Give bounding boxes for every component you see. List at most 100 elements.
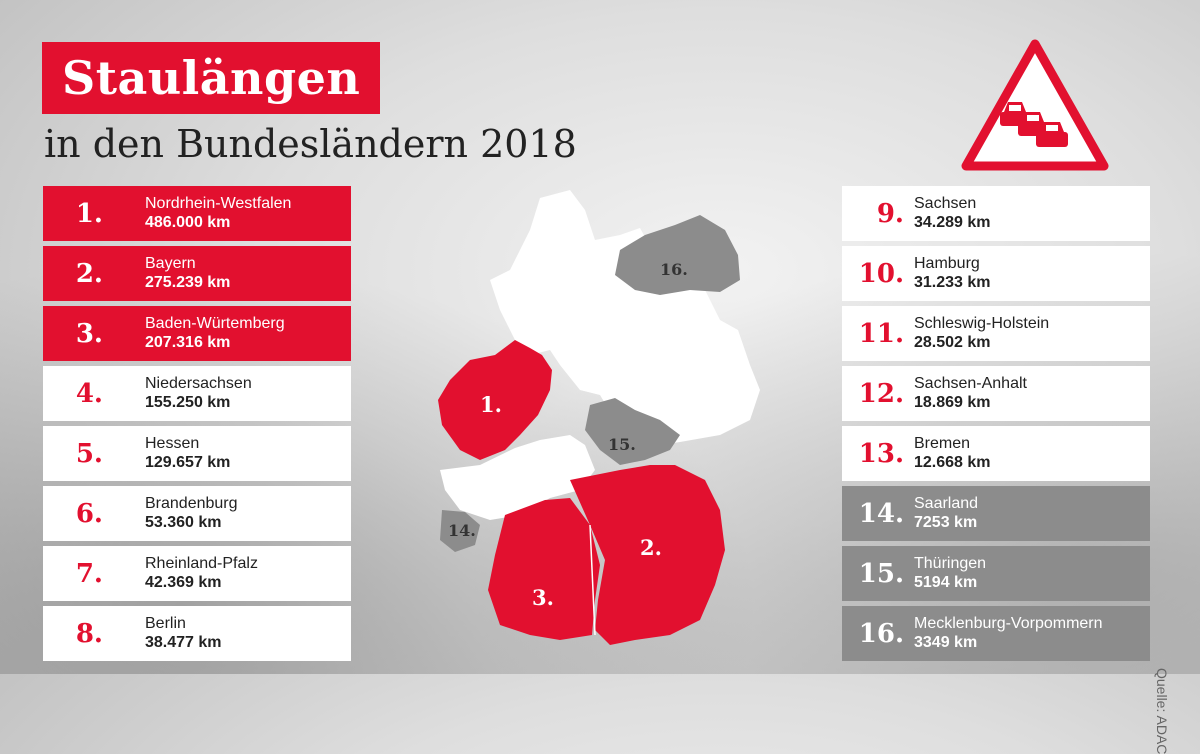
jam-length: 34.289 km (914, 214, 991, 231)
map-label-15: 15. (608, 435, 636, 454)
source-note-wrap: Quelle: ADAC (1154, 560, 1200, 754)
jam-length: 129.657 km (145, 454, 231, 471)
rank-number: 16. (858, 618, 904, 649)
ranking-row: 7. Rheinland-Pfalz 42.369 km (43, 546, 351, 601)
rank-cell: 12. (842, 379, 904, 409)
state-info: Nordrhein-Westfalen 486.000 km (145, 194, 291, 233)
rank-number: 10. (858, 258, 904, 289)
traffic-jam-warning-icon (961, 39, 1109, 171)
state-info: Sachsen 34.289 km (914, 194, 991, 233)
state-name: Rheinland-Pfalz (145, 555, 258, 572)
map-label-16: 16. (660, 260, 688, 279)
state-name: Brandenburg (145, 495, 238, 512)
map-region-saarland (440, 510, 480, 552)
rank-number: 5. (75, 438, 103, 469)
source-note: Quelle: ADAC (1154, 668, 1170, 754)
map-label-2: 2. (640, 535, 662, 560)
jam-length: 7253 km (914, 514, 978, 531)
ranking-row: 15. Thüringen 5194 km (842, 546, 1150, 601)
state-info: Rheinland-Pfalz 42.369 km (145, 554, 258, 593)
rank-cell: 14. (842, 499, 904, 529)
state-info: Bayern 275.239 km (145, 254, 230, 293)
ranking-row: 5. Hessen 129.657 km (43, 426, 351, 481)
map-label-1: 1. (480, 392, 502, 417)
rank-cell: 4. (43, 379, 103, 409)
rank-cell: 1. (43, 199, 103, 229)
germany-map: 1. 2. 3. 14. 15. 16. (438, 190, 760, 645)
state-info: Niedersachsen 155.250 km (145, 374, 252, 413)
rank-cell: 9. (842, 199, 904, 229)
jam-length: 42.369 km (145, 574, 222, 591)
ranking-row: 16. Mecklenburg-Vorpommern 3349 km (842, 606, 1150, 661)
jam-length: 31.233 km (914, 274, 991, 291)
rank-number: 13. (858, 438, 904, 469)
state-name: Sachsen (914, 195, 977, 212)
rank-number: 8. (75, 618, 103, 649)
rank-number: 3. (75, 318, 103, 349)
ranking-row: 9. Sachsen 34.289 km (842, 186, 1150, 241)
jam-length: 28.502 km (914, 334, 991, 351)
rank-cell: 3. (43, 319, 103, 349)
state-name: Thüringen (914, 555, 987, 572)
rank-number: 6. (75, 498, 103, 529)
rank-number: 4. (75, 378, 103, 409)
ranking-row: 10. Hamburg 31.233 km (842, 246, 1150, 301)
page-subtitle: in den Bundesländern 2018 (44, 122, 577, 166)
state-name: Hessen (145, 435, 200, 452)
rank-cell: 11. (842, 319, 904, 349)
rank-number: 15. (858, 558, 904, 589)
state-name: Baden-Würtemberg (145, 315, 285, 332)
map-region-mecklenburg-vorpommern (615, 215, 740, 295)
state-name: Hamburg (914, 255, 980, 272)
ranking-row: 13. Bremen 12.668 km (842, 426, 1150, 481)
map-label-3: 3. (532, 585, 554, 610)
ranking-list-left: 1. Nordrhein-Westfalen 486.000 km 2. Bayern 2… (43, 186, 351, 666)
rank-cell: 13. (842, 439, 904, 469)
state-info: Brandenburg 53.360 km (145, 494, 238, 533)
state-info: Hamburg 31.233 km (914, 254, 991, 293)
state-name: Niedersachsen (145, 375, 252, 392)
state-info: Bremen 12.668 km (914, 434, 991, 473)
map-region-baden-wuerttemberg (488, 498, 600, 640)
state-name: Bayern (145, 255, 196, 272)
state-info: Saarland 7253 km (914, 494, 978, 533)
map-label-14: 14. (448, 521, 476, 540)
jam-length: 5194 km (914, 574, 978, 591)
state-name: Mecklenburg-Vorpommern (914, 615, 1103, 632)
rank-number: 12. (858, 378, 904, 409)
rank-cell: 6. (43, 499, 103, 529)
map-region-bayern (570, 465, 725, 645)
ranking-row: 4. Niedersachsen 155.250 km (43, 366, 351, 421)
rank-number: 11. (858, 318, 904, 349)
state-name: Sachsen-Anhalt (914, 375, 1027, 392)
ranking-row: 12. Sachsen-Anhalt 18.869 km (842, 366, 1150, 421)
ranking-row: 8. Berlin 38.477 km (43, 606, 351, 661)
state-info: Mecklenburg-Vorpommern 3349 km (914, 614, 1103, 653)
state-name: Saarland (914, 495, 979, 512)
jam-length: 155.250 km (145, 394, 231, 411)
jam-length: 3349 km (914, 634, 978, 651)
state-info: Hessen 129.657 km (145, 434, 230, 473)
jam-length: 207.316 km (145, 334, 231, 351)
state-name: Schleswig-Holstein (914, 315, 1050, 332)
jam-length: 275.239 km (145, 274, 231, 291)
state-name: Berlin (145, 615, 186, 632)
state-info: Schleswig-Holstein 28.502 km (914, 314, 1049, 353)
rank-cell: 8. (43, 619, 103, 649)
state-info: Berlin 38.477 km (145, 614, 222, 653)
ranking-row: 2. Bayern 275.239 km (43, 246, 351, 301)
rank-cell: 5. (43, 439, 103, 469)
map-region-nordrhein-westfalen (438, 340, 552, 460)
rank-cell: 7. (43, 559, 103, 589)
ranking-row: 11. Schleswig-Holstein 28.502 km (842, 306, 1150, 361)
rank-cell: 16. (842, 619, 904, 649)
jam-length: 53.360 km (145, 514, 222, 531)
state-name: Nordrhein-Westfalen (145, 195, 292, 212)
rank-cell: 2. (43, 259, 103, 289)
jam-length: 38.477 km (145, 634, 222, 651)
title-banner: Staulängen (42, 42, 381, 114)
rank-number: 7. (75, 558, 103, 589)
rank-number: 2. (75, 258, 103, 289)
rank-number: 9. (876, 198, 904, 229)
map-region-north-west (490, 190, 760, 445)
